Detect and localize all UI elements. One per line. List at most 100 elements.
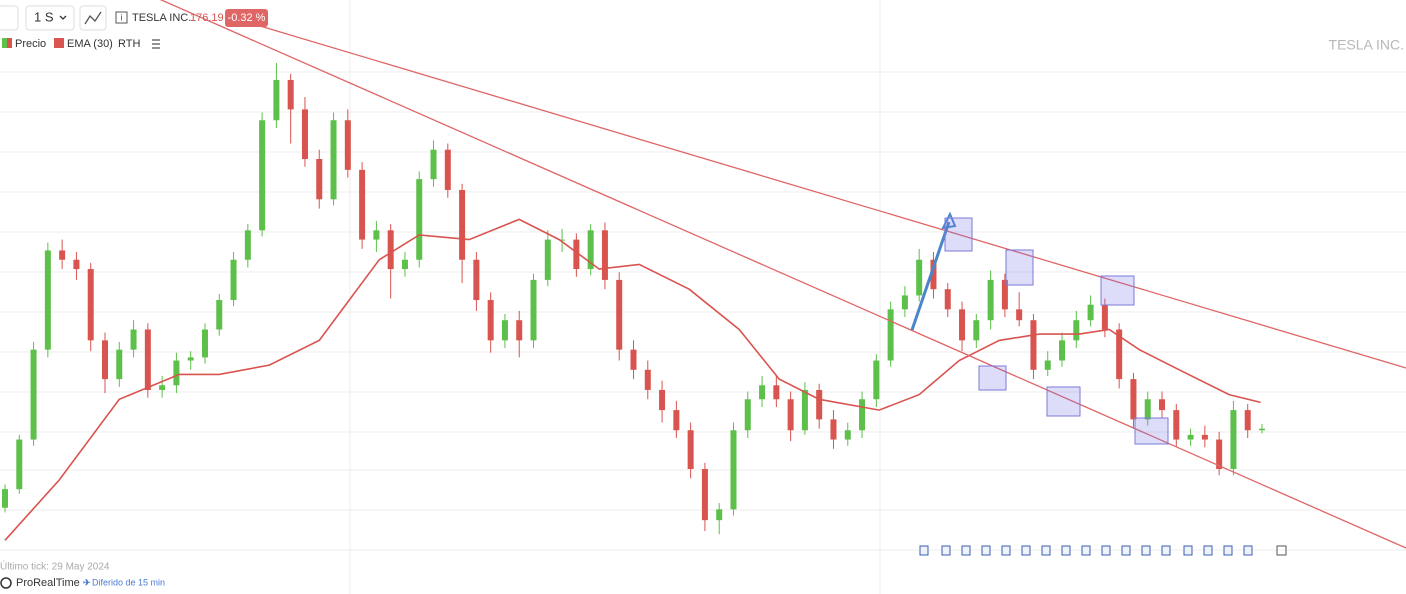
candle-body: [230, 259, 237, 301]
candle-body: [787, 399, 794, 431]
candle-body: [1144, 399, 1151, 420]
candle-body: [801, 389, 808, 431]
candle-body: [101, 340, 108, 380]
trend-line: [239, 19, 1406, 369]
candle-body: [1187, 434, 1194, 440]
candle-body: [73, 259, 80, 270]
candle-body: [216, 300, 223, 330]
ema-line: [4, 218, 1261, 541]
candle-body: [687, 430, 694, 469]
candle-body: [559, 239, 566, 241]
candle-body: [816, 389, 823, 420]
event-icon: [919, 545, 929, 556]
candle-body: [730, 430, 737, 510]
event-icon: [1101, 545, 1111, 556]
candle-body: [630, 349, 637, 370]
candle-body: [473, 259, 480, 301]
candle-body: [501, 320, 508, 341]
candle-body: [144, 329, 151, 390]
drawings: [159, 0, 1406, 549]
candle-body: [1244, 410, 1251, 431]
candle-body: [444, 149, 451, 190]
candle-body: [459, 190, 466, 260]
candle-body: [1016, 309, 1023, 321]
menu-button[interactable]: [0, 5, 19, 31]
candle-body: [759, 385, 766, 400]
candle-body: [987, 279, 994, 321]
candle-body: [1059, 340, 1066, 361]
highlight-box: [978, 365, 1007, 391]
svg-text:✈: ✈: [83, 577, 91, 587]
arrow: [910, 221, 951, 331]
delay-note: Diferido de 15 min: [92, 577, 165, 587]
watermark: TESLA INC.: [1329, 37, 1404, 53]
candle-body: [973, 320, 980, 341]
event-icon: [1001, 545, 1011, 556]
candle-body: [487, 300, 494, 341]
candle-body: [601, 230, 608, 280]
candle-body: [30, 349, 37, 440]
event-icon: [1183, 545, 1193, 556]
candle-body: [859, 399, 866, 431]
candle-body: [87, 269, 94, 341]
info-icon: [1276, 545, 1287, 556]
candle-body: [930, 259, 937, 290]
candle-body: [287, 79, 294, 110]
event-icon: [1161, 545, 1171, 556]
candle-body: [744, 399, 751, 431]
candle-body: [1173, 410, 1180, 440]
candle-body: [716, 509, 723, 521]
candle-body: [944, 289, 951, 310]
candle-body: [273, 79, 280, 121]
event-icon: [1021, 545, 1031, 556]
candle-body: [173, 360, 180, 386]
candle-body: [401, 259, 408, 270]
change-badge: [225, 9, 268, 27]
candle-body: [544, 239, 551, 280]
candle-body: [159, 385, 166, 390]
change: -0.32 %: [228, 12, 266, 24]
candle-body: [1101, 304, 1108, 330]
candle-body: [1044, 360, 1051, 370]
candle-body: [830, 419, 837, 440]
candle-body: [959, 309, 966, 341]
candle-body: [330, 120, 337, 200]
candle-body: [916, 259, 923, 296]
event-icon: [1041, 545, 1051, 556]
event-icon: [1061, 545, 1071, 556]
event-icon: [1243, 545, 1253, 556]
chart-type-button[interactable]: [79, 5, 107, 31]
candle-body: [1216, 439, 1223, 469]
legend-entry: Precio: [15, 38, 46, 50]
svg-text:i: i: [121, 12, 123, 22]
candle-body: [187, 357, 194, 361]
timeframe-button[interactable]: [25, 5, 75, 31]
candle-body: [1030, 320, 1037, 370]
candle-body: [416, 179, 423, 260]
instrument-name: TESLA INC.: [132, 12, 191, 24]
candle-body: [901, 295, 908, 310]
candle-body: [16, 439, 23, 490]
event-icon: [1121, 545, 1131, 556]
brand: ProRealTime: [16, 577, 80, 589]
rth-toggle[interactable]: RTH: [118, 38, 140, 50]
event-icons: [919, 545, 1287, 556]
candle-body: [1201, 434, 1208, 440]
event-icon: [981, 545, 991, 556]
timeframe: 1 S: [34, 9, 54, 24]
candle-body: [530, 279, 537, 341]
candle-body: [359, 169, 366, 240]
candle-body: [773, 385, 780, 400]
candle-body: [316, 159, 323, 200]
legend: Precio EMA (30) RTH: [2, 38, 160, 50]
candle-body: [673, 410, 680, 431]
plot-area: [2, 62, 1265, 541]
highlight-box: [1046, 386, 1081, 417]
candle-body: [659, 389, 666, 411]
candle-body: [2, 489, 8, 508]
candle-body: [844, 430, 851, 440]
candle-body: [244, 230, 251, 260]
arrow-head: [941, 211, 957, 230]
candle-body: [1159, 399, 1166, 411]
